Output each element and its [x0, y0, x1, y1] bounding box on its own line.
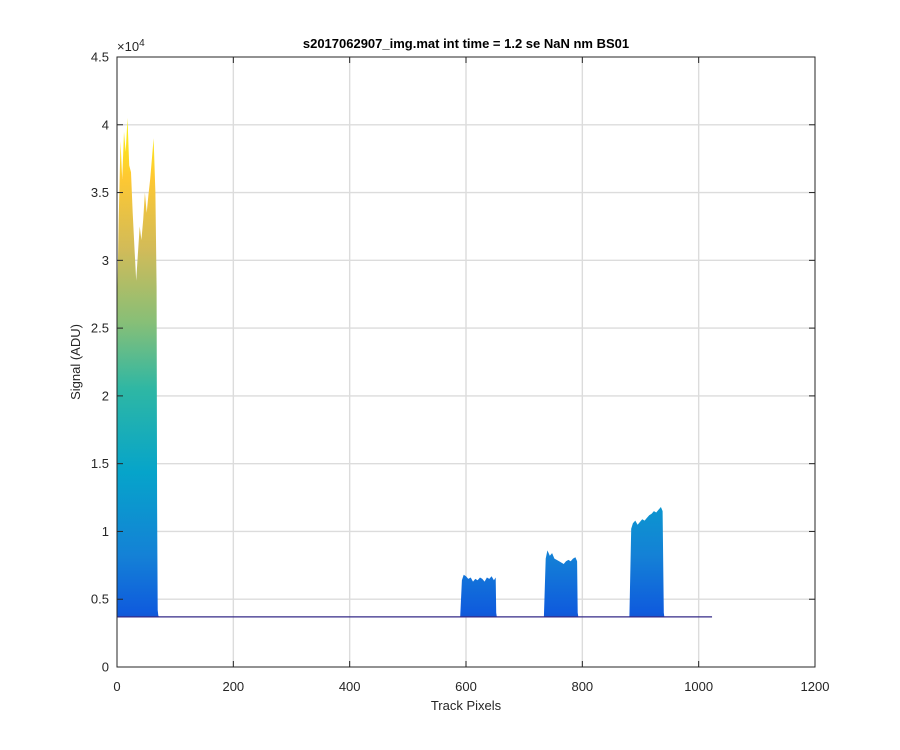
y-tick-label: 3.5	[91, 185, 109, 200]
series-area-2	[543, 550, 579, 617]
series-area-1	[460, 574, 497, 617]
y-tick-label: 4	[102, 117, 109, 132]
x-axis-ticks: 0 200 400 600 800 1000 1200	[113, 57, 829, 694]
x-tick-label: 800	[571, 679, 593, 694]
x-tick-label: 600	[455, 679, 477, 694]
y-tick-label: 0.5	[91, 592, 109, 607]
x-tick-label: 0	[113, 679, 120, 694]
x-tick-label: 1000	[684, 679, 713, 694]
y-axis-label: Signal (ADU)	[68, 324, 83, 400]
x-tick-label: 200	[222, 679, 244, 694]
y-tick-label: 1.5	[91, 456, 109, 471]
y-tick-label: 2.5	[91, 321, 109, 336]
y-tick-label: 0	[102, 660, 109, 675]
y-tick-label: 1	[102, 524, 109, 539]
y-tick-label: 4.5	[91, 50, 109, 65]
y-axis-ticks: 0 0.5 1 1.5 2 2.5 3 3.5 4 4.5	[91, 50, 815, 675]
y-tick-label: 2	[102, 388, 109, 403]
grid-lines	[117, 57, 815, 667]
y-axis-exponent: ×104	[117, 38, 145, 54]
y-tick-label: 3	[102, 253, 109, 268]
chart-title: s2017062907_img.mat int time = 1.2 se Na…	[303, 36, 629, 51]
x-tick-label: 400	[339, 679, 361, 694]
x-tick-label: 1200	[801, 679, 830, 694]
data-series	[117, 118, 713, 618]
x-axis-label: Track Pixels	[431, 698, 502, 713]
series-area-3	[629, 507, 665, 617]
